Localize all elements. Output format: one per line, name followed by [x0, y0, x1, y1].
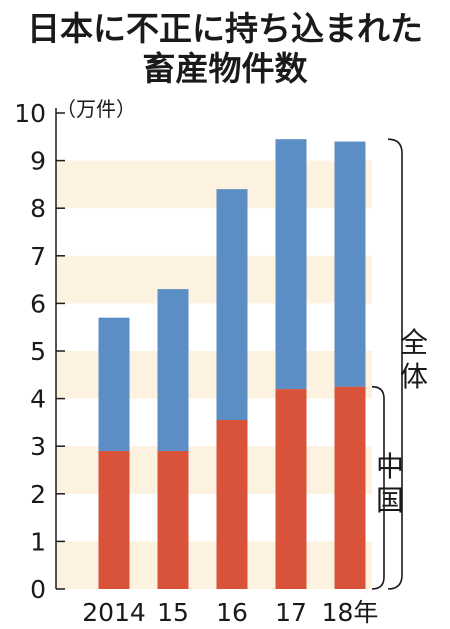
bracket-total-label-char: 体 [400, 360, 428, 393]
x-tick-label-15: 15 [157, 598, 189, 627]
x-tick-label-17: 17 [275, 598, 307, 627]
y-tick-label-2: 2 [30, 480, 46, 509]
y-tick-label-4: 4 [30, 385, 46, 414]
band-8 [56, 160, 372, 209]
bar-2014-china [98, 450, 130, 589]
bar-16-other [216, 189, 248, 421]
y-tick-label-3: 3 [30, 432, 46, 461]
y-tick-label-10: 10 [14, 99, 46, 128]
y-tick-label-0: 0 [30, 575, 46, 604]
bracket-china [371, 385, 385, 590]
bars [98, 139, 366, 589]
x-tick-label-18年: 18年 [322, 598, 379, 627]
y-tick-label-9: 9 [30, 147, 46, 176]
y-tick-label-1: 1 [30, 527, 46, 556]
background-bands [56, 160, 372, 589]
bar-17-other [275, 139, 307, 390]
x-tick-label-2014: 2014 [82, 598, 146, 627]
bracket-total-label-char: 全 [400, 326, 428, 359]
y-axis-ticks: 0 1 2 3 4 5 6 7 8 9 10 [14, 99, 46, 604]
x-tick-label-16: 16 [216, 598, 248, 627]
bracket-china-label-char: 中 [376, 450, 404, 483]
y-tick-label-5: 5 [30, 337, 46, 366]
y-tick-label-8: 8 [30, 194, 46, 223]
bar-16-china [216, 420, 248, 589]
bar-18年-other [334, 141, 366, 387]
bar-2014-other [98, 317, 130, 451]
y-tick-label-7: 7 [30, 242, 46, 271]
chart-title-line-1: 日本に不正に持ち込まれた [27, 9, 423, 48]
band-6 [56, 255, 372, 304]
bar-15-other [157, 289, 189, 451]
bar-15-china [157, 450, 189, 589]
gridlines [55, 108, 65, 590]
unit-label: （万件） [56, 97, 136, 121]
x-axis-ticks: 2014 15 16 17 18年 [82, 598, 378, 627]
bar-17-china [275, 389, 307, 589]
bracket-china-label-char: 国 [376, 484, 404, 517]
bar-18年-china [334, 386, 366, 589]
bracket-total [387, 138, 403, 590]
y-tick-label-6: 6 [30, 289, 46, 318]
chart-title-line-2: 畜産物件数 [143, 49, 309, 88]
